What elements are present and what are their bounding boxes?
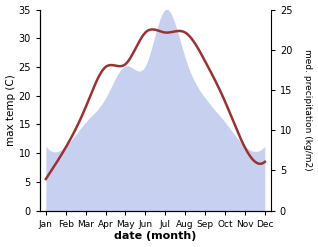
Y-axis label: med. precipitation (kg/m2): med. precipitation (kg/m2) xyxy=(303,49,313,171)
Y-axis label: max temp (C): max temp (C) xyxy=(5,74,16,146)
X-axis label: date (month): date (month) xyxy=(114,231,197,242)
